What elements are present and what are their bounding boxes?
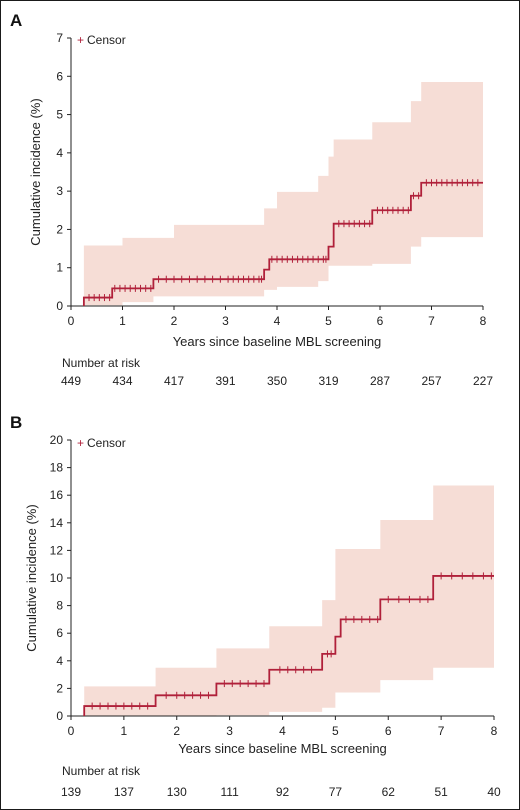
panel-b-y-tick-label: 10 — [50, 571, 64, 585]
panel-b-risk-title: Number at risk — [62, 764, 141, 778]
panel-a-y-axis-label: Cumulative incidence (%) — [28, 98, 43, 245]
panel-b-risk-value: 40 — [487, 785, 501, 799]
panel-b-risk-value: 139 — [61, 785, 81, 799]
panel-b-risk-value: 111 — [221, 785, 240, 799]
panel-a-y-tick-label: 2 — [56, 222, 63, 236]
panel-b-label: B — [10, 413, 22, 432]
panel-b-legend-label: Censor — [87, 436, 126, 450]
panel-a-incidence-curve — [82, 181, 483, 306]
panel-a-y-tick-label: 6 — [56, 69, 63, 83]
panel-b-risk-value: 62 — [382, 785, 396, 799]
panel-b-x-axis-label: Years since baseline MBL screening — [178, 741, 387, 756]
panel-b-x-tick-label: 6 — [385, 724, 392, 738]
panel-a-x-tick-label: 1 — [119, 314, 126, 328]
panel-a-x-tick-label: 3 — [222, 314, 229, 328]
panel-a-x-tick-label: 2 — [171, 314, 178, 328]
panel-a-risk-value: 257 — [421, 374, 441, 388]
panel-b-x-tick-label: 5 — [332, 724, 339, 738]
panel-a-risk-value: 417 — [164, 374, 184, 388]
panel-b-x-tick-label: 3 — [226, 724, 233, 738]
panel-a-x-tick-label: 4 — [274, 314, 281, 328]
panel-b-y-tick-label: 20 — [50, 433, 64, 447]
panel-a-risk-title: Number at risk — [62, 356, 141, 370]
panel-b-y-tick-label: 2 — [56, 681, 63, 695]
panel-b-y-tick-label: 8 — [56, 599, 63, 613]
panel-b-y-tick-label: 18 — [50, 461, 64, 475]
panel-b-risk-value: 137 — [114, 785, 134, 799]
panel-b-y-tick-label: 12 — [50, 543, 64, 557]
panel-a-y-tick-label: 0 — [56, 299, 63, 313]
panel-a-x-tick-label: 7 — [428, 314, 435, 328]
panel-a-x-tick-label: 6 — [377, 314, 384, 328]
panel-b-y-tick-label: 4 — [56, 654, 63, 668]
panel-a-risk-value: 287 — [370, 374, 390, 388]
panel-a-y-tick-label: 7 — [56, 31, 63, 45]
panel-a-y-tick-label: 4 — [56, 146, 63, 160]
panel-b-x-tick-label: 1 — [121, 724, 128, 738]
panel-b-x-tick-label: 2 — [173, 724, 180, 738]
panel-a-risk-value: 434 — [112, 374, 132, 388]
panel-a-risk-value: 319 — [318, 374, 338, 388]
panel-a-y-tick-label: 3 — [56, 184, 63, 198]
panel-b-x-tick-label: 7 — [438, 724, 445, 738]
panel-a-risk-value: 350 — [267, 374, 287, 388]
panel-a-risk-value: 391 — [215, 374, 235, 388]
panel-b-y-axis-label: Cumulative incidence (%) — [24, 504, 39, 651]
panel-b-incidence-curve — [83, 575, 494, 716]
panel-a-ci-band — [71, 82, 483, 307]
panel-a-label: A — [10, 11, 22, 30]
panel-b-x-tick-label: 8 — [491, 724, 498, 738]
panel-b-y-tick-label: 6 — [56, 626, 63, 640]
panel-a-x-tick-label: 8 — [480, 314, 487, 328]
panel-b-ci-band — [71, 485, 494, 716]
panel-a-y-tick-label: 1 — [56, 261, 63, 275]
panel-b-x-tick-label: 0 — [68, 724, 75, 738]
panel-b-y-tick-label: 0 — [56, 709, 63, 723]
panel-a-x-tick-label: 0 — [68, 314, 75, 328]
panel-a-legend-marker: + — [77, 33, 84, 47]
panel-b-y-tick-label: 14 — [50, 516, 64, 530]
panel-b-legend-marker: + — [77, 436, 84, 450]
panel-b-y-tick-label: 16 — [50, 488, 64, 502]
panel-b-risk-value: 51 — [434, 785, 448, 799]
panel-a-x-tick-label: 5 — [325, 314, 332, 328]
panel-a-y-tick-label: 5 — [56, 108, 63, 122]
panel-b-x-tick-label: 4 — [279, 724, 286, 738]
panel-a-risk-value: 449 — [61, 374, 81, 388]
panel-b-risk-value: 77 — [329, 785, 343, 799]
panel-a-legend-label: Censor — [87, 33, 126, 47]
panel-a-risk-value: 227 — [473, 374, 493, 388]
panel-a-x-axis-label: Years since baseline MBL screening — [173, 334, 382, 349]
panel-b-risk-value: 130 — [167, 785, 187, 799]
panel-b-risk-value: 92 — [276, 785, 290, 799]
